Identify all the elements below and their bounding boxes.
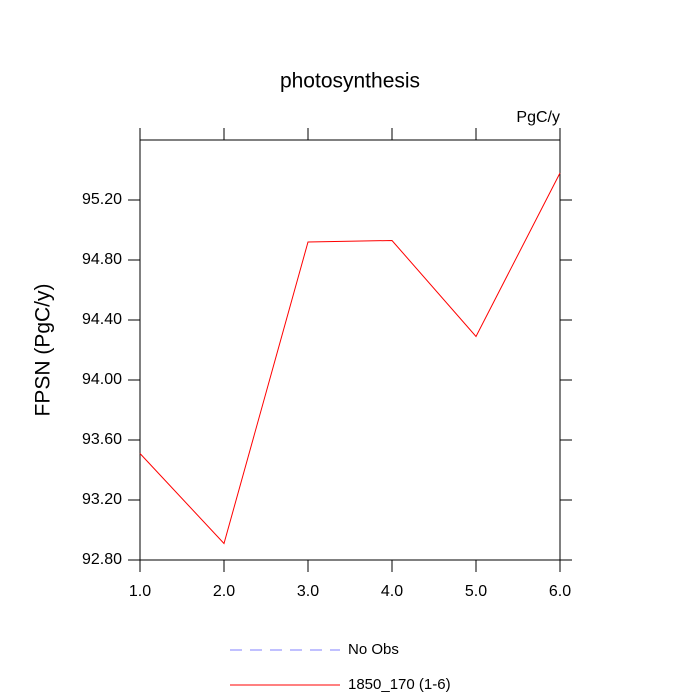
legend-label: 1850_170 (1-6) [348,676,451,693]
y-tick-label: 94.40 [82,311,122,328]
x-tick-label: 1.0 [129,583,151,600]
y-axis-label: FPSN (PgC/y) [32,283,55,416]
x-tick-label: 5.0 [465,583,487,600]
x-tick-label: 6.0 [549,583,571,600]
y-tick-label: 93.20 [82,491,122,508]
x-tick-label: 2.0 [213,583,235,600]
units-label: PgC/y [516,109,560,126]
legend-label: No Obs [348,641,399,658]
chart-title: photosynthesis [280,70,420,93]
y-tick-label: 92.80 [82,551,122,568]
y-tick-label: 94.00 [82,371,122,388]
y-tick-label: 95.20 [82,191,122,208]
series-line [139,172,561,545]
x-tick-label: 4.0 [381,583,403,600]
x-tick-label: 3.0 [297,583,319,600]
plot-frame [139,139,561,561]
y-tick-label: 93.60 [82,431,122,448]
y-tick-label: 94.80 [82,251,122,268]
